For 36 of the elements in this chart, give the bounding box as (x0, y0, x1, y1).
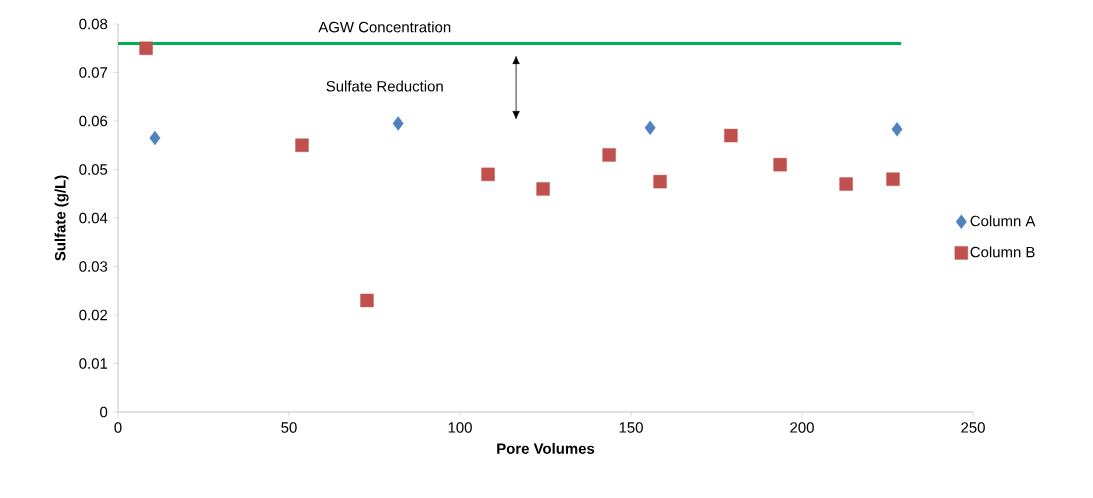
point (360, 293, 374, 308)
point (724, 128, 738, 143)
x-tick-label: 50 (281, 422, 297, 433)
y-tick-label: 0.07 (79, 67, 108, 78)
x-tick-label: 150 (619, 422, 643, 433)
point (536, 182, 550, 196)
legend-label: Column A (970, 215, 1036, 227)
annotation: AGW Concentration (318, 21, 451, 33)
x-tick-label: 200 (790, 422, 814, 433)
y-tick-label: 0.02 (79, 309, 108, 321)
legend-label: Column B (970, 246, 1035, 258)
point (295, 138, 309, 152)
point (392, 116, 404, 131)
point (773, 157, 787, 172)
point (481, 167, 495, 182)
point (891, 122, 903, 137)
y-tick-label: 0.01 (79, 358, 108, 369)
x-tick-label: 0 (114, 422, 122, 433)
y-tick-label: 0.08 (79, 18, 108, 30)
x-tick-label: 250 (961, 422, 985, 433)
x-tick-label: 100 (448, 422, 472, 433)
y-tick-label: 0.05 (79, 164, 108, 175)
y-axis-title: Sulfate (g/L) (54, 175, 69, 261)
point (839, 177, 853, 191)
y-tick-label: 0.03 (79, 261, 108, 272)
y-tick-label: 0.04 (79, 212, 108, 224)
point (149, 130, 161, 146)
point (139, 41, 153, 55)
point (653, 174, 667, 189)
x-axis-title: Pore Volumes (497, 442, 595, 454)
point (644, 120, 656, 135)
y-tick-label: 0 (100, 406, 108, 418)
point (886, 172, 900, 186)
point (602, 148, 616, 162)
annotation: Sulfate Reduction (326, 80, 443, 92)
y-tick-label: 0.06 (79, 115, 108, 127)
